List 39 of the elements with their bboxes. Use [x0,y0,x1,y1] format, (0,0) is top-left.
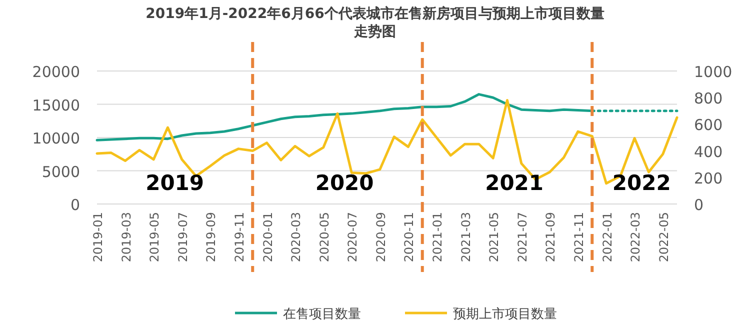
x-tick-label: 2019-05 [148,212,162,262]
x-tick-label: 2021-03 [458,212,473,262]
x-tick-label: 2022-05 [656,212,671,262]
x-tick-label: 2021-09 [544,212,558,262]
y-tick-label: 15000 [32,96,80,114]
y2-tick-label: 600 [694,116,723,134]
x-tick-label: 2019-07 [176,212,190,262]
x-tick-label: 2019-01 [91,212,105,262]
x-tick-label: 2021-07 [515,212,530,262]
x-tick-label: 2021-11 [572,212,586,262]
x-tick-label: 2021-01 [430,212,445,262]
chart-title: 2019年1月-2022年6月66个代表城市在售新房项目与预期上市项目数量走势图 [146,5,604,40]
x-tick-label: 2022-03 [628,212,643,262]
y2-tick-label: 400 [694,142,723,161]
y2-tick-label: 200 [694,169,723,188]
x-tick-label: 2020-03 [289,212,304,262]
y2-tick-label: 0 [694,196,704,214]
x-tick-label: 2019-09 [204,212,218,262]
y2-tick-label: 1000 [694,63,732,81]
x-tick-label: 2019-11 [232,212,246,262]
x-tick-label: 2021-05 [487,212,502,262]
x-tick-label: 2020-05 [317,212,332,262]
y-tick-label: 20000 [32,63,80,81]
annotation: 2019 [146,171,204,195]
annotation: 2020 [315,171,374,195]
annotation: 2021 [485,171,544,195]
y-tick-label: 0 [70,196,80,214]
x-tick-label: 2020-09 [374,212,388,262]
x-tick-label: 2020-01 [260,212,275,262]
legend-label: 预期上市项目数量 [453,307,557,322]
y-tick-label: 5000 [42,162,80,181]
y2-tick-label: 800 [694,90,723,108]
legend-label: 在售项目数量 [283,307,361,322]
x-tick-label: 2020-11 [402,212,416,262]
x-tick-label: 2020-07 [346,212,360,262]
annotation: 2022 [612,171,671,195]
x-tick-label: 2019-03 [119,212,134,262]
y-tick-label: 10000 [32,130,80,148]
x-tick-label: 2022-01 [600,212,614,262]
